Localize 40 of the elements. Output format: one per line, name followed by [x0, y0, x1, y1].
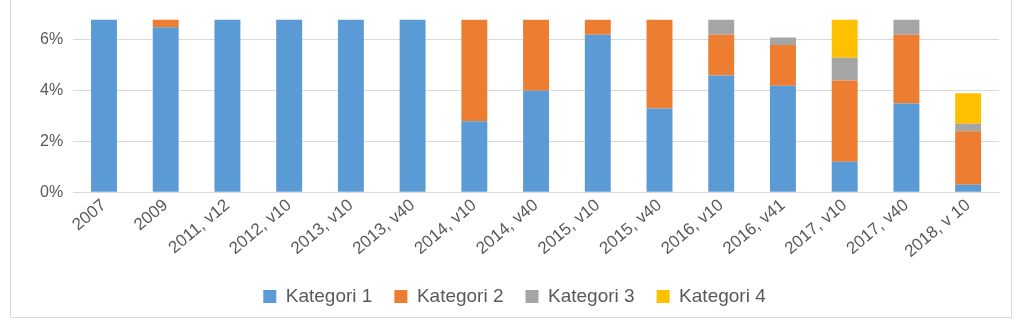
bar	[708, 19, 735, 35]
bar	[523, 90, 550, 192]
bar	[770, 45, 796, 86]
legend-label: Kategori 2	[416, 284, 504, 306]
bar	[831, 161, 858, 192]
bar	[646, 19, 673, 109]
bar	[955, 93, 982, 124]
legend-label: Kategori 3	[548, 284, 635, 306]
bar	[646, 108, 673, 192]
bar	[831, 57, 858, 81]
bar	[831, 80, 858, 162]
legend-label: Kategori 4	[679, 284, 767, 306]
bar	[955, 123, 982, 132]
bar	[831, 19, 858, 58]
bar	[337, 19, 364, 192]
bar	[893, 34, 920, 104]
bar	[955, 184, 982, 192]
bar	[955, 131, 982, 185]
bar	[584, 19, 611, 35]
y-tick-label: 6%	[40, 30, 64, 48]
bar	[461, 19, 488, 122]
bar	[399, 19, 426, 192]
bar	[214, 19, 241, 192]
bar	[893, 103, 920, 192]
y-tick-label: 4%	[40, 81, 64, 99]
bar	[893, 19, 920, 35]
bar	[152, 27, 179, 192]
y-tick-label: 2%	[40, 131, 64, 149]
bar	[276, 19, 303, 192]
bar	[708, 34, 735, 76]
bar	[770, 37, 796, 45]
bar	[523, 19, 550, 91]
bar	[91, 19, 117, 192]
bar	[584, 34, 611, 192]
bar	[770, 85, 796, 192]
legend-label: Kategori 1	[285, 284, 373, 306]
y-tick-label: 0%	[40, 182, 64, 200]
bar	[461, 121, 488, 192]
bar	[152, 19, 179, 28]
bar	[708, 75, 735, 192]
